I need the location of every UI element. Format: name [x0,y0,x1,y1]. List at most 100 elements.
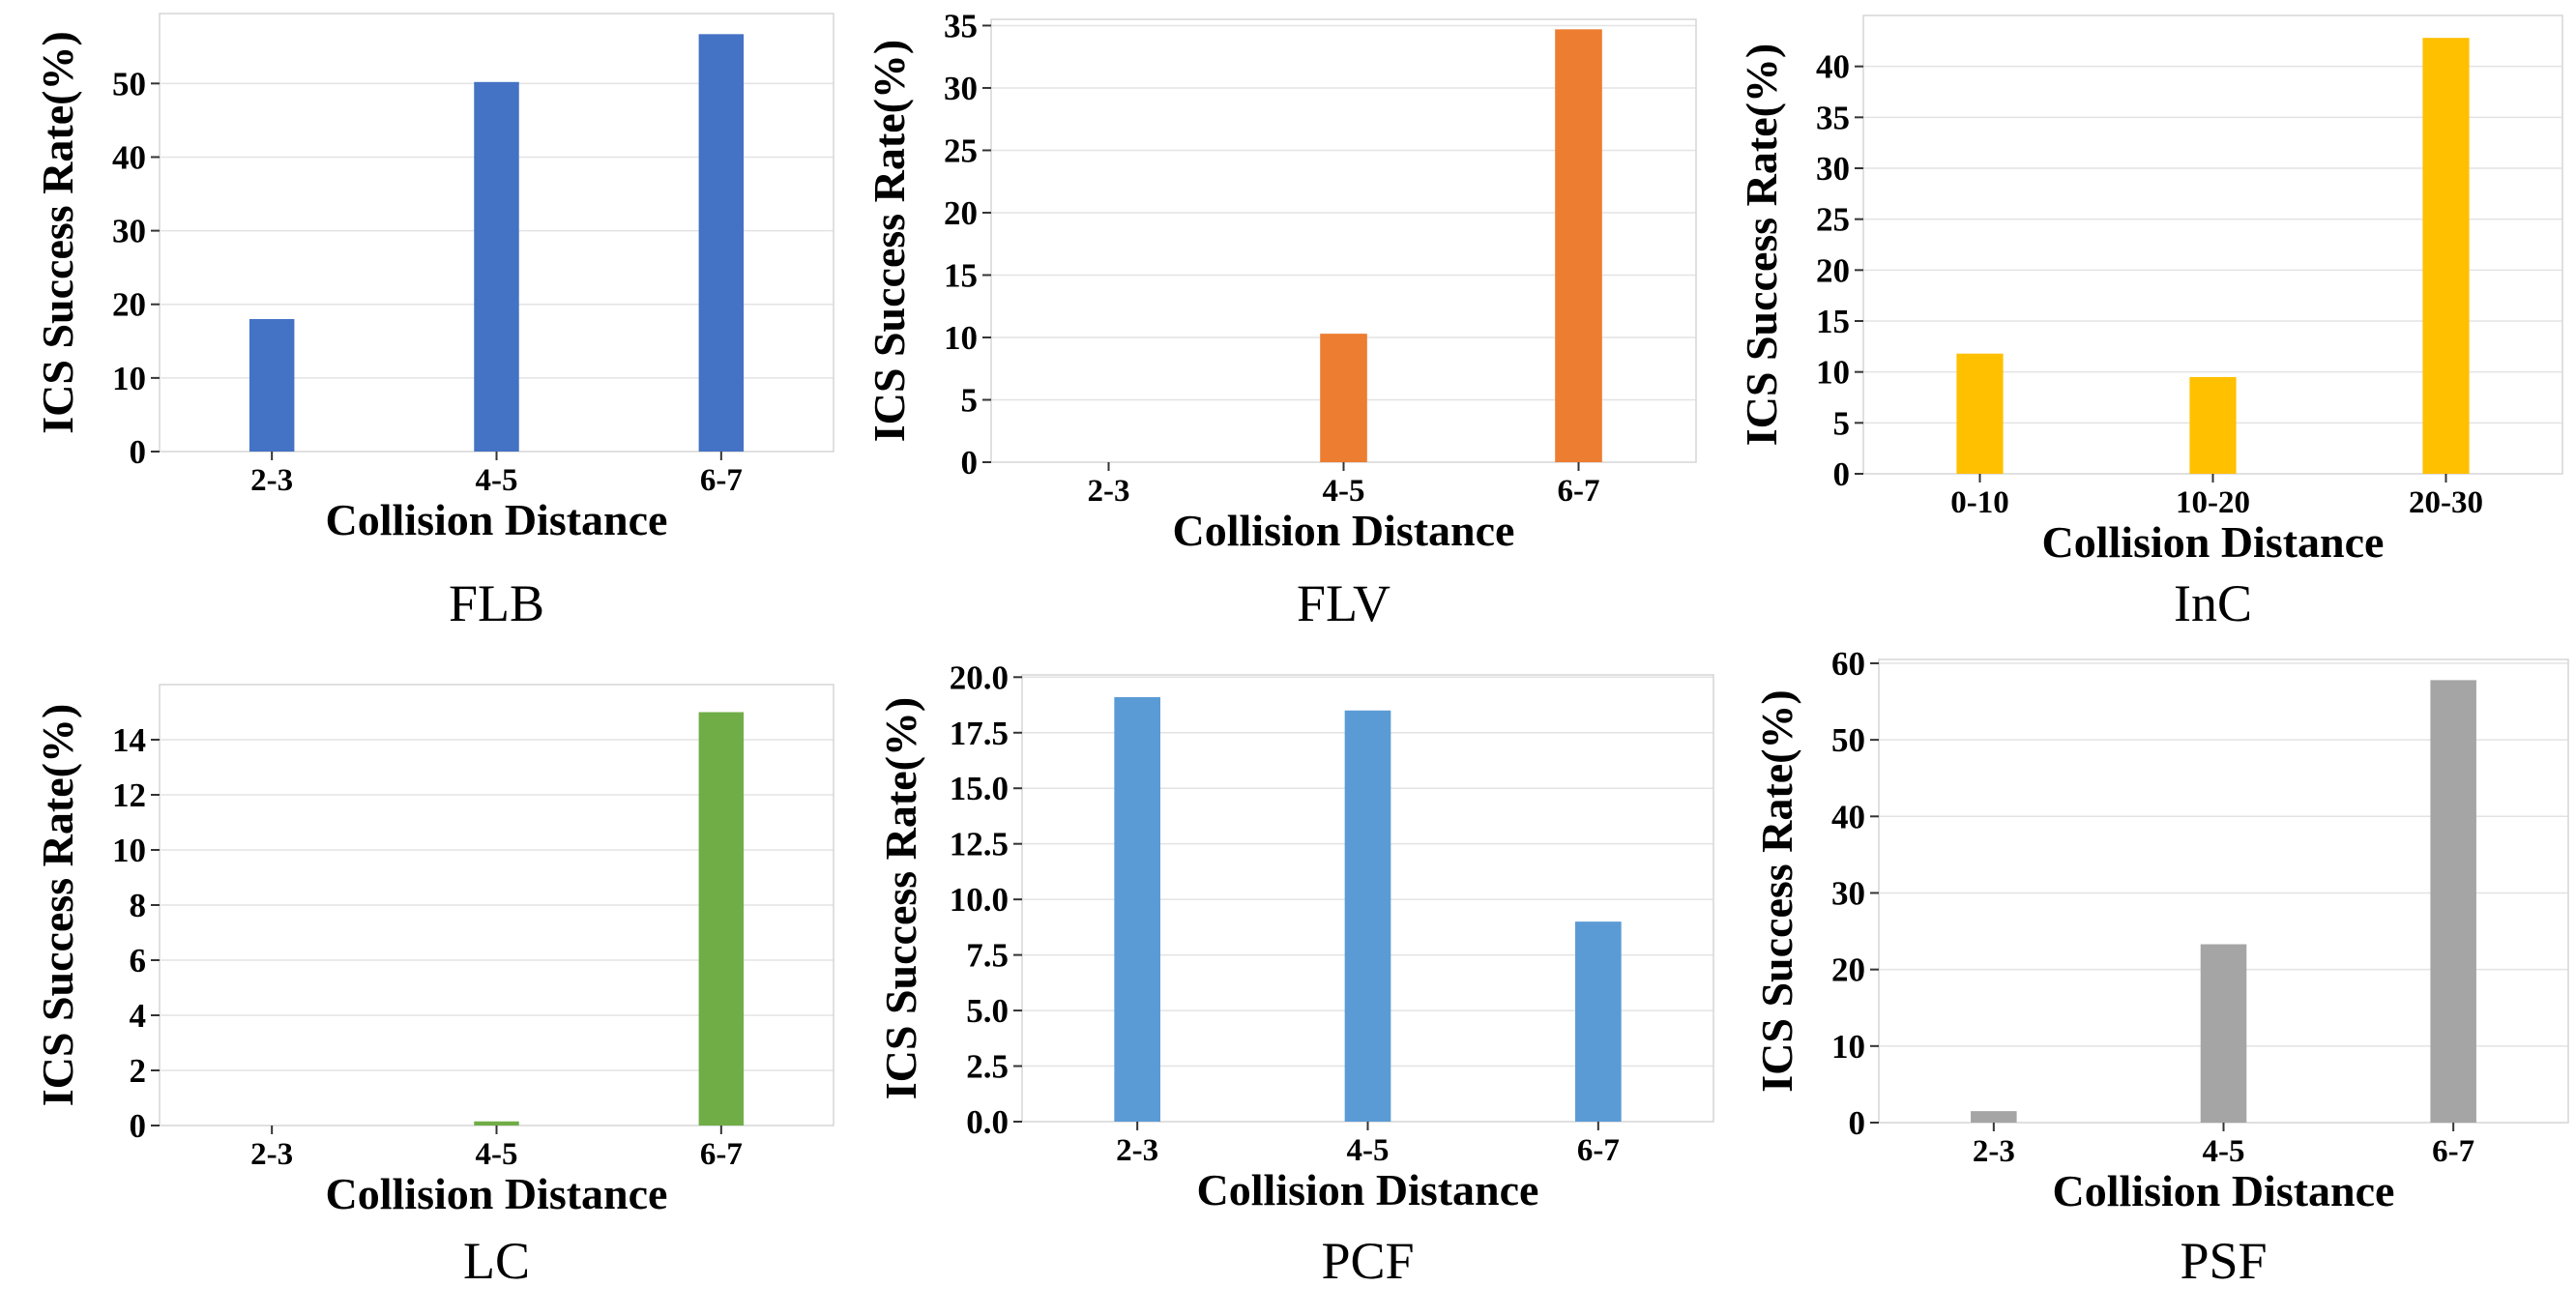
y-tick-label: 8 [130,887,147,924]
y-tick-label: 0 [1833,455,1851,493]
bar-2-3 [1114,696,1160,1122]
y-tick-label: 40 [1831,798,1865,835]
y-tick-label: 0 [130,433,147,471]
y-tick-label: 50 [112,65,146,102]
y-tick-label: 0.0 [966,1103,1009,1141]
y-tick-label: 12 [112,776,146,814]
y-tick-label: 12.5 [950,826,1009,863]
chart-panel-psf: 0 10 20 30 40 50 60 2-3 4-5 6-7 Collision Distance… [1752,645,2569,1290]
y-tick-label: 20 [944,194,978,232]
y-tick-label: 15.0 [950,770,1009,807]
y-tick-label: 0 [130,1107,147,1145]
y-tick-label: 30 [1831,874,1865,912]
x-tick-label: 2-3 [1088,474,1130,509]
y-tick-label: 30 [1816,150,1850,188]
x-tick-label: 6-7 [700,1137,743,1172]
y-tick-label: 35 [1816,99,1850,136]
x-tick-label: 4-5 [2203,1134,2245,1169]
y-tick-label: 60 [1831,645,1865,683]
y-tick-label: 20 [1816,251,1850,289]
x-tick-label: 6-7 [1577,1133,1620,1168]
y-tick-label: 17.5 [950,715,1009,752]
y-tick-label: 0 [961,444,979,482]
y-tick-label: 20.0 [950,658,1009,696]
bar-6-7 [1575,921,1622,1122]
chart-panel-inc: 0 5 10 15 20 25 30 35 40 0-10 10-20 20-30 Collision … [1737,15,2563,632]
y-axis-title: ICS Success Rate(%) [876,697,925,1100]
bar-20-30 [2422,38,2470,474]
y-tick-label: 20 [112,286,146,324]
bar-4-5 [1344,710,1391,1122]
x-tick-label: 4-5 [1323,474,1365,509]
panel-caption: InC [2174,574,2252,632]
y-axis-title: ICS Success Rate(%) [1752,689,1801,1093]
y-tick-label: 25 [1816,201,1850,239]
x-tick-label: 2-3 [250,463,293,498]
y-tick-label: 10 [1831,1028,1865,1066]
y-tick-label: 10 [112,360,146,397]
bar-2-3 [249,318,295,452]
x-tick-label: 2-3 [1116,1133,1158,1168]
x-tick-label: 0-10 [1950,485,2009,520]
x-axis-title: Collision Distance [2053,1166,2395,1215]
bar-10-20 [2189,376,2237,474]
chart-panel-flv: 0 5 10 15 20 25 30 35 2-3 4-5 6-7 Collision Distanc… [864,7,1697,632]
x-tick-label: 20-30 [2409,485,2483,520]
bar-4-5 [1320,334,1367,462]
x-axis-title: Collision Distance [2042,517,2385,567]
panel-caption: FLB [449,574,544,632]
y-tick-label: 10 [1816,354,1850,392]
chart-panel-flb: 0 10 20 30 40 50 2-3 4-5 6-7 Collision Distance IC… [33,13,834,632]
x-tick-label: 2-3 [1973,1134,2015,1169]
x-tick-label: 4-5 [476,1137,518,1172]
bar-4-5 [2200,944,2247,1123]
y-tick-label: 25 [944,132,978,169]
x-tick-label: 4-5 [476,463,518,498]
x-tick-label: 6-7 [2432,1134,2474,1169]
x-tick-label: 4-5 [1347,1133,1390,1168]
x-axis-title: Collision Distance [1197,1165,1539,1214]
bar-6-7 [1555,29,1602,462]
x-tick-label: 6-7 [700,463,743,498]
y-tick-label: 10 [944,319,978,357]
y-tick-label: 15 [1816,303,1850,340]
chart-panel-lc: 0 2 4 6 8 10 12 14 2-3 4-5 6-7 Collision Distance IC… [33,684,834,1290]
y-tick-label: 50 [1831,721,1865,759]
y-tick-label: 40 [1816,48,1850,86]
y-tick-label: 30 [112,213,146,250]
y-tick-label: 40 [112,138,146,176]
y-tick-label: 30 [944,70,978,107]
y-tick-label: 6 [130,942,147,980]
chart-panel-pcf: 0.0 2.5 5.0 7.5 10.0 12.5 15.0 17.5 20.0 2-3 4-5 6-… [876,658,1714,1290]
bar-4-5 [474,81,519,452]
bar-6-7 [698,34,745,452]
y-tick-label: 35 [944,7,978,44]
x-axis-title: Collision Distance [326,1169,668,1218]
y-tick-label: 2 [130,1052,147,1090]
panel-caption: PCF [1321,1232,1414,1290]
panel-caption: FLV [1297,574,1390,632]
y-tick-label: 5.0 [966,992,1009,1030]
panel-caption: LC [463,1232,530,1290]
x-axis-title: Collision Distance [1173,506,1515,555]
y-tick-label: 7.5 [966,937,1009,975]
y-axis-title: ICS Success Rate(%) [864,40,914,443]
y-axis-title: ICS Success Rate(%) [33,31,82,434]
bar-2-3 [1971,1111,2017,1123]
x-tick-label: 6-7 [1558,474,1600,509]
x-tick-label: 10-20 [2176,485,2250,520]
bar-4-5 [474,1121,519,1126]
y-tick-label: 14 [112,721,146,759]
y-tick-label: 2.5 [966,1048,1009,1086]
y-tick-label: 10 [112,832,146,869]
bar-6-7 [2430,680,2476,1123]
bar-6-7 [698,712,745,1126]
y-tick-label: 5 [961,381,979,419]
y-tick-label: 0 [1849,1104,1866,1142]
panel-caption: PSF [2180,1232,2267,1290]
y-tick-label: 20 [1831,951,1865,989]
y-axis-title: ICS Success Rate(%) [1737,44,1786,447]
y-axis-title: ICS Success Rate(%) [33,704,82,1107]
bar-0-10 [1956,353,2004,474]
